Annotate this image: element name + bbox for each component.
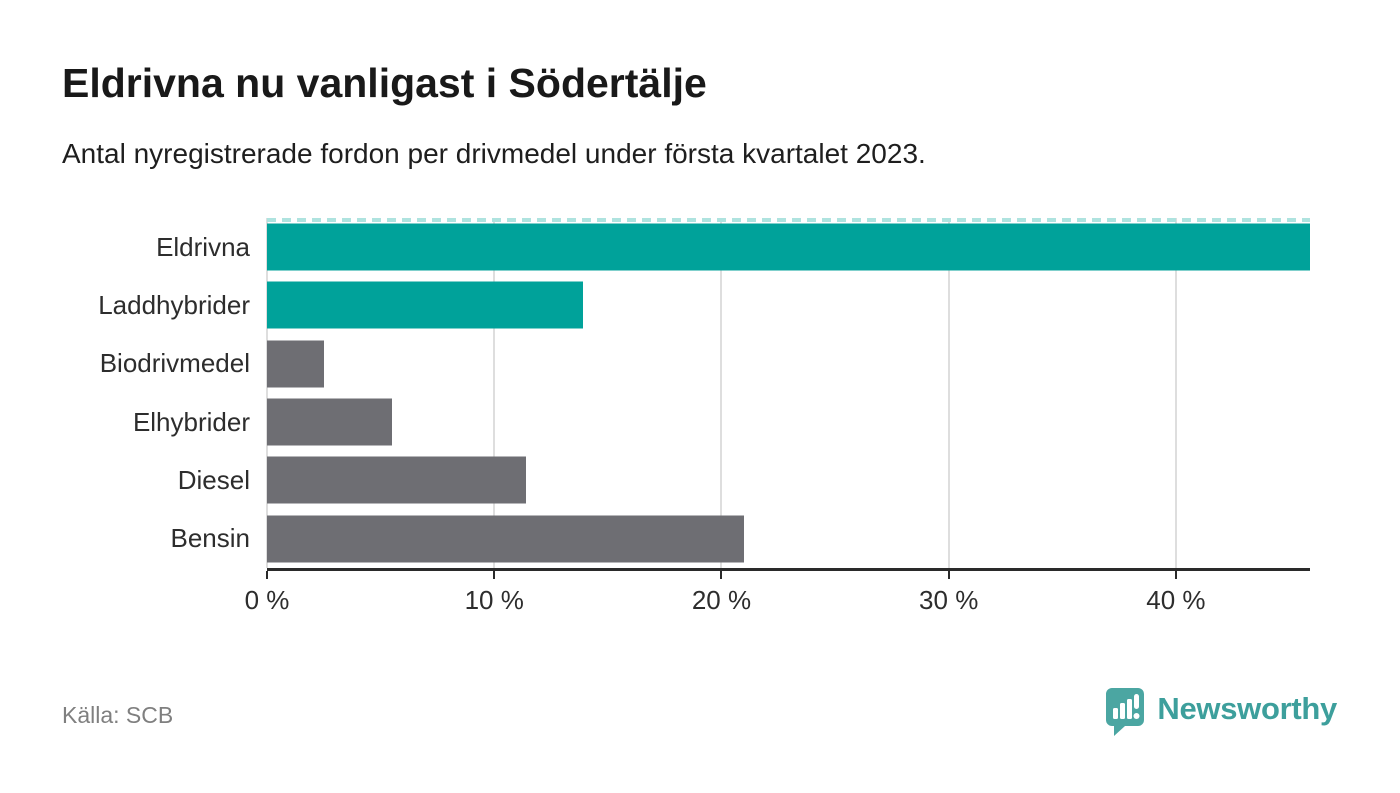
- gridline: [493, 218, 496, 568]
- category-label: Biodrivmedel: [99, 348, 250, 379]
- bar-row: [267, 393, 1310, 451]
- category-label: Bensin: [170, 523, 251, 554]
- chart-title: Eldrivna nu vanligast i Södertälje: [62, 60, 707, 106]
- newsworthy-logo-icon: [1106, 688, 1145, 736]
- bar-row: [267, 451, 1310, 509]
- bar-row: [267, 510, 1310, 568]
- tick-label: 20 %: [691, 585, 752, 615]
- dashed-top-line: [267, 218, 1310, 222]
- bar: [267, 340, 324, 388]
- bar-chart: Eldrivna Laddhybrider Biodrivmedel Elhybrid…: [62, 218, 1310, 615]
- chart-subtitle: Antal nyregistrerade fordon per drivmede…: [62, 138, 926, 169]
- newsworthy-wordmark: Newsworthy: [1157, 691, 1337, 726]
- category-label: Diesel: [177, 464, 250, 495]
- gridline: [1174, 218, 1177, 568]
- bar-row: [267, 276, 1310, 334]
- newsworthy-logo: Newsworthy: [1105, 687, 1337, 737]
- gridline: [947, 218, 950, 568]
- bar-row: [267, 335, 1310, 393]
- tick-mark: [720, 571, 723, 579]
- gridline: [720, 218, 723, 568]
- category-label-column: Eldrivna Laddhybrider Biodrivmedel Elhybrid…: [62, 218, 267, 568]
- bar: [267, 515, 745, 563]
- plot-area: 0 % 10 % 20 % 30 % 40 %: [245, 218, 1310, 615]
- bar-row: [267, 218, 1310, 276]
- category-label: Elhybrider: [132, 406, 250, 437]
- tick-mark: [266, 571, 268, 579]
- bar: [267, 398, 392, 446]
- tick-mark: [947, 571, 950, 579]
- x-axis-line: [267, 568, 1310, 571]
- bar: [267, 456, 527, 504]
- tick-label: 10 %: [464, 585, 524, 615]
- bar: [267, 281, 583, 329]
- tick-mark: [1174, 571, 1177, 579]
- tick-label: 30 %: [919, 585, 979, 615]
- bar-series: [267, 218, 1310, 568]
- bar: [267, 223, 1310, 271]
- source-label: Källa: SCB: [62, 702, 174, 728]
- category-label: Eldrivna: [156, 231, 250, 262]
- category-label: Laddhybrider: [98, 289, 250, 320]
- tick-label: 40 %: [1146, 585, 1206, 615]
- gridline: [266, 218, 268, 568]
- tick-mark: [493, 571, 496, 579]
- tick-label: 0 %: [244, 585, 290, 615]
